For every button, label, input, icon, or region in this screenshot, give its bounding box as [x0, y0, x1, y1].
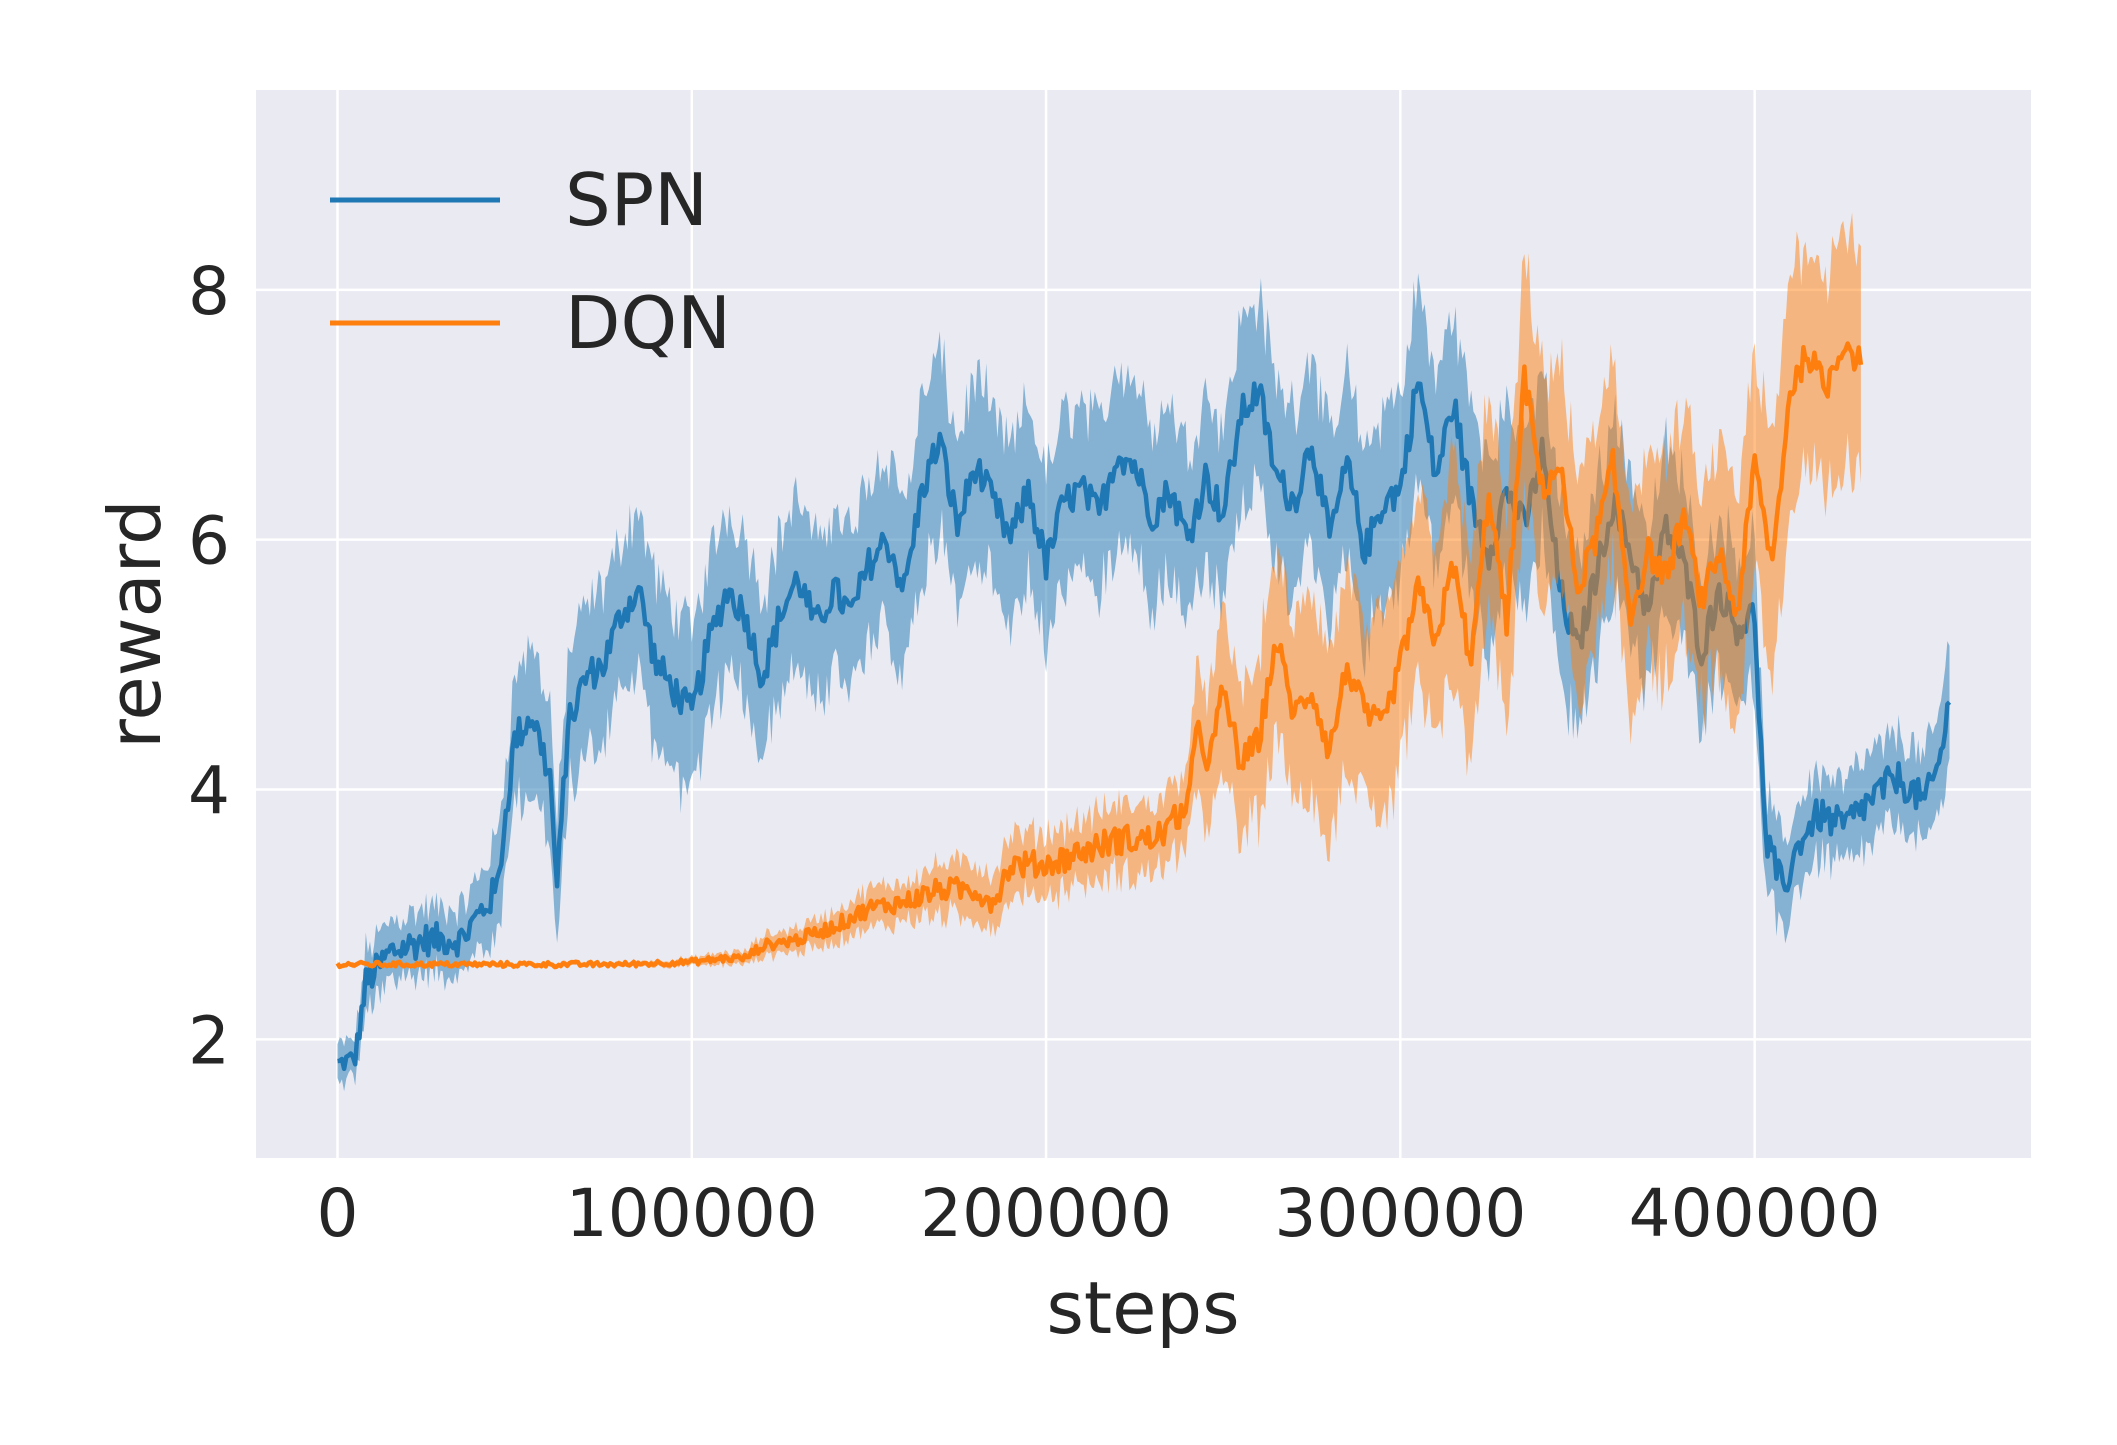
series-line-dqn — [335, 341, 1864, 970]
y-tick-label: 6 — [188, 503, 230, 580]
legend-label-spn: SPN — [565, 158, 708, 242]
series-layer — [335, 212, 1952, 1092]
x-tick-label: 0 — [316, 1175, 358, 1252]
y-tick-label: 4 — [188, 753, 230, 830]
series-band-dqn — [337, 212, 1861, 970]
legend: SPN DQN — [330, 158, 731, 365]
x-tick-label: 100000 — [566, 1175, 818, 1252]
y-tick-label: 2 — [188, 1002, 230, 1079]
legend-label-dqn: DQN — [565, 281, 731, 365]
x-tick-label: 200000 — [920, 1175, 1172, 1252]
y-tick-label: 8 — [188, 253, 230, 330]
y-axis-label: reward — [93, 499, 177, 748]
x-tick-label: 400000 — [1629, 1175, 1881, 1252]
x-axis-label: steps — [1046, 1266, 1239, 1350]
y-tick-labels: 2 4 6 8 — [188, 253, 230, 1079]
x-tick-label: 300000 — [1274, 1175, 1526, 1252]
x-tick-labels: 0 100000 200000 300000 400000 — [316, 1175, 1880, 1252]
